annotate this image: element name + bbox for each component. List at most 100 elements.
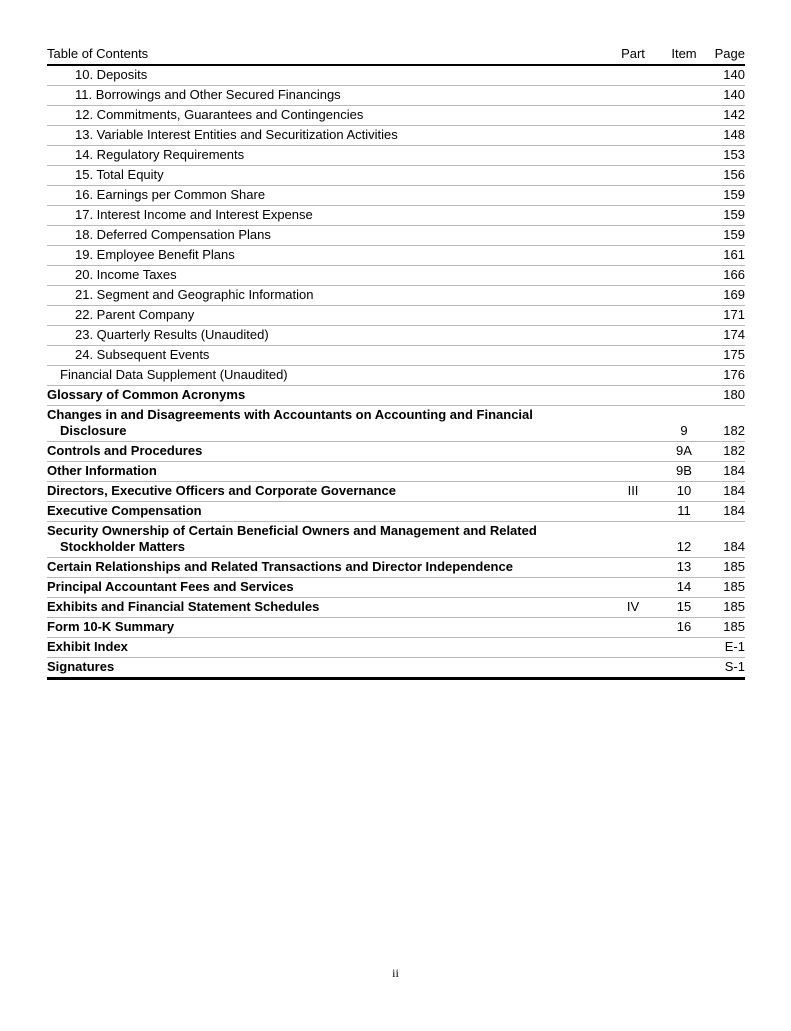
toc-entry-title: 17. Interest Income and Interest Expense (47, 207, 605, 223)
toc-entry-title-line: Controls and Procedures (47, 443, 203, 458)
toc-entry-title-line: 19. Employee Benefit Plans (75, 247, 235, 262)
toc-entry-title-line: Other Information (47, 463, 157, 478)
toc-header-part: Part (621, 46, 645, 61)
toc-row: Certain Relationships and Related Transa… (47, 558, 745, 578)
toc-entry-title-line: 14. Regulatory Requirements (75, 147, 245, 162)
toc-row: Other Information 9B 184 (47, 462, 745, 482)
toc-entry-item: 11 (677, 503, 691, 518)
toc-entry-title-line: Security Ownership of Certain Beneficial… (47, 523, 537, 538)
toc-entry-page: 159 (723, 227, 745, 242)
toc-entry-title: Form 10-K Summary (47, 619, 605, 635)
toc-entry-title: 11. Borrowings and Other Secured Financi… (47, 87, 605, 103)
toc-entry-page: 140 (723, 67, 745, 82)
toc-row: Changes in and Disagreements with Accoun… (47, 406, 745, 442)
toc-entry-title: 19. Employee Benefit Plans (47, 247, 605, 263)
toc-entry-title: Financial Data Supplement (Unaudited) (47, 367, 605, 383)
toc-entry-page: 185 (723, 599, 745, 614)
toc-entry-title-line: 22. Parent Company (75, 307, 195, 322)
toc-entry-title-line: 18. Deferred Compensation Plans (75, 227, 271, 242)
toc-row: 20. Income Taxes 166 (47, 266, 745, 286)
toc-entry-title-line: Exhibits and Financial Statement Schedul… (47, 599, 320, 614)
toc-entry-page: 184 (723, 463, 745, 478)
toc-row: 11. Borrowings and Other Secured Financi… (47, 86, 745, 106)
toc-entry-part: III (627, 483, 639, 498)
toc-row: 23. Quarterly Results (Unaudited) 174 (47, 326, 745, 346)
toc-entry-item: 14 (676, 579, 692, 594)
toc-entry-title: Principal Accountant Fees and Services (47, 579, 605, 595)
toc-entry-title: 12. Commitments, Guarantees and Continge… (47, 107, 605, 123)
toc-entry-page: 182 (723, 443, 745, 458)
toc-entry-page: 159 (723, 187, 745, 202)
toc-entry-page: 176 (723, 367, 745, 382)
toc-entry-item: 16 (676, 619, 692, 634)
toc-entry-page: 166 (723, 267, 745, 282)
toc-entry-item: 10 (676, 483, 692, 498)
toc-entry-title: 10. Deposits (47, 67, 605, 83)
toc-entry-title: 15. Total Equity (47, 167, 605, 183)
toc-entry-title-line: Form 10-K Summary (47, 619, 175, 634)
toc-entry-title: 21. Segment and Geographic Information (47, 287, 605, 303)
toc-entry-title-line: 21. Segment and Geographic Information (75, 287, 314, 302)
toc-entry-page: 180 (723, 387, 745, 402)
toc-entry-page: 175 (723, 347, 745, 362)
toc-entry-title: Glossary of Common Acronyms (47, 387, 605, 403)
toc-row: Glossary of Common Acronyms 180 (47, 386, 745, 406)
toc-row: 16. Earnings per Common Share 159 (47, 186, 745, 206)
toc-entry-page: 171 (723, 307, 745, 322)
toc-entry-title: Exhibit Index (47, 639, 605, 655)
toc-rows: 10. Deposits 140 11. Borrowings and Othe… (47, 66, 745, 680)
toc-row: Controls and Procedures 9A 182 (47, 442, 745, 462)
toc-entry-page: 159 (723, 207, 745, 222)
toc-entry-title: 16. Earnings per Common Share (47, 187, 605, 203)
toc-entry-title: Exhibits and Financial Statement Schedul… (47, 599, 605, 615)
toc-entry-item: 9 (680, 423, 688, 438)
toc-row: 22. Parent Company 171 (47, 306, 745, 326)
toc-entry-page: E-1 (724, 639, 745, 654)
toc-entry-item: 15 (676, 599, 692, 614)
toc-entry-title-line: 13. Variable Interest Entities and Secur… (75, 127, 398, 142)
toc-row: Exhibit Index E-1 (47, 638, 745, 658)
toc-entry-title-line: Exhibit Index (47, 639, 128, 654)
toc-entry-page: 142 (723, 107, 745, 122)
toc-entry-title-line: 20. Income Taxes (75, 267, 177, 282)
toc-entry-page: 185 (723, 579, 745, 594)
toc-entry-item: 9A (676, 443, 692, 458)
toc-entry-title: 20. Income Taxes (47, 267, 605, 283)
toc-entry-page: 182 (723, 423, 745, 438)
toc-entry-item: 9B (676, 463, 692, 478)
toc-entry-title: Controls and Procedures (47, 443, 605, 459)
toc-entry-title: Executive Compensation (47, 503, 605, 519)
toc-entry-item: 13 (676, 559, 692, 574)
toc-row: 17. Interest Income and Interest Expense… (47, 206, 745, 226)
toc-entry-title-line: Financial Data Supplement (Unaudited) (60, 367, 288, 382)
toc-entry-item: 12 (676, 539, 692, 554)
toc-row: Security Ownership of Certain Beneficial… (47, 522, 745, 558)
toc-entry-title: 18. Deferred Compensation Plans (47, 227, 605, 243)
toc-entry-page: 185 (723, 559, 745, 574)
toc-entry-page: 184 (723, 539, 745, 554)
toc-entry-title: 13. Variable Interest Entities and Secur… (47, 127, 605, 143)
toc-header-row: Table of Contents Part Item Page (47, 46, 745, 66)
toc-row: 21. Segment and Geographic Information 1… (47, 286, 745, 306)
toc-entry-title-line: Certain Relationships and Related Transa… (47, 559, 513, 574)
toc-header-item: Item (671, 46, 697, 61)
toc-entry-page: 174 (723, 327, 745, 342)
toc-entry-page: S-1 (724, 659, 745, 674)
toc-row: 10. Deposits 140 (47, 66, 745, 86)
toc-row: 14. Regulatory Requirements 153 (47, 146, 745, 166)
toc-entry-title: Certain Relationships and Related Transa… (47, 559, 605, 575)
toc-row: Financial Data Supplement (Unaudited) 17… (47, 366, 745, 386)
toc-row: 13. Variable Interest Entities and Secur… (47, 126, 745, 146)
toc-entry-title-line: Disclosure (60, 423, 127, 438)
toc-row: Signatures S-1 (47, 658, 745, 680)
toc-entry-title-line: 17. Interest Income and Interest Expense (75, 207, 313, 222)
toc-entry-title: Security Ownership of Certain Beneficial… (47, 523, 605, 555)
toc-entry-title-line: 11. Borrowings and Other Secured Financi… (75, 87, 341, 102)
toc-entry-title-line: 15. Total Equity (75, 167, 164, 182)
toc-entry-page: 185 (723, 619, 745, 634)
toc-entry-title-line: Stockholder Matters (60, 539, 185, 554)
toc-header-page: Page (714, 46, 745, 61)
toc-entry-title: 23. Quarterly Results (Unaudited) (47, 327, 605, 343)
toc-entry-title: 22. Parent Company (47, 307, 605, 323)
